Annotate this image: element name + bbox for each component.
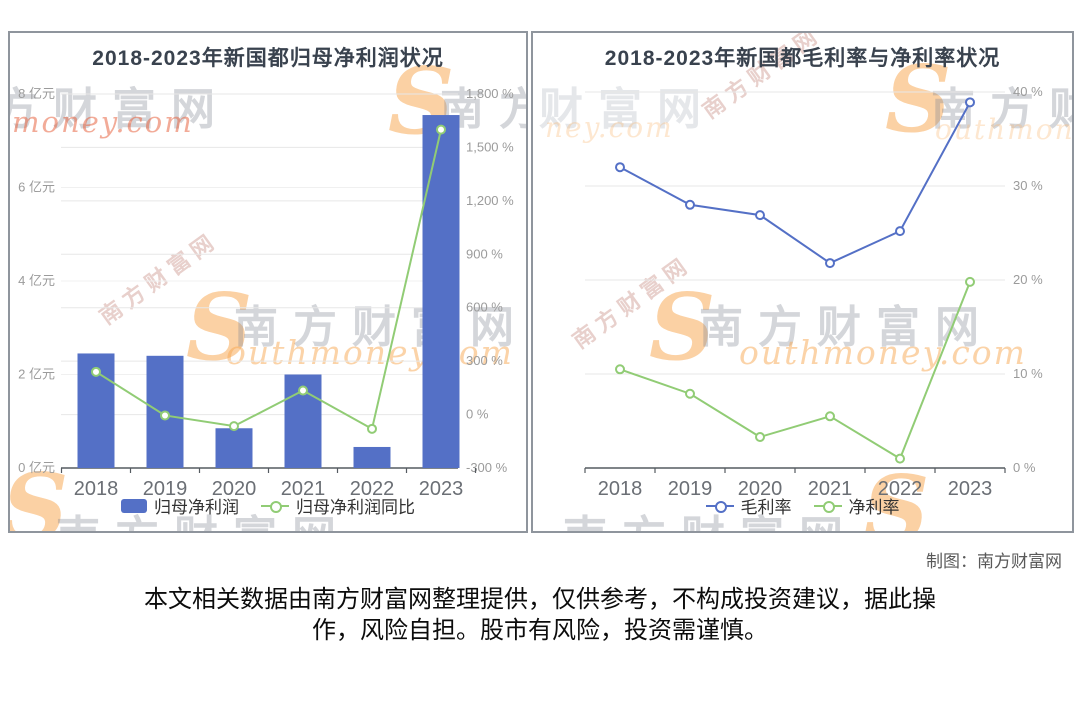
y-axis-right-label: 300 %: [466, 353, 503, 368]
y-axis-right-label: 1,800 %: [466, 86, 514, 101]
data-point-marker: [615, 364, 625, 375]
data-point-marker: [965, 276, 975, 287]
y-axis-right-label: 1,200 %: [466, 193, 514, 208]
legend-label: 毛利率: [740, 498, 792, 517]
x-axis-label: 2021: [808, 478, 853, 500]
legend: 毛利率 净利率: [533, 493, 1072, 518]
y-axis-right-label: 1,500 %: [466, 139, 514, 154]
data-point-marker: [436, 124, 446, 135]
data-point-marker: [685, 199, 695, 210]
y-axis-right-label: 900 %: [466, 246, 503, 261]
disclaimer-line-1: 本文相关数据由南方财富网整理提供，仅供参考，不构成投资建议，据此操: [144, 586, 936, 613]
x-axis-label: 2019: [143, 478, 188, 500]
line-swatch: [705, 499, 734, 513]
x-axis-label: 2020: [738, 478, 783, 500]
y-axis-right-label: 0 %: [1013, 460, 1036, 475]
bar-swatch: [121, 498, 147, 513]
y-axis-right-label: 30 %: [1013, 178, 1043, 193]
data-point-marker: [965, 97, 975, 108]
data-point-marker: [895, 226, 905, 237]
data-point-marker: [825, 258, 835, 269]
data-point-marker: [895, 453, 905, 464]
legend-label: 净利率: [848, 498, 900, 517]
chart-title: 2018-2023年新国都毛利率与净利率状况: [604, 47, 1001, 70]
legend-item-net-margin: 净利率: [813, 493, 900, 518]
data-point-marker: [367, 423, 377, 434]
x-axis-label: 2022: [878, 478, 923, 500]
data-point-marker: [160, 410, 170, 421]
line-swatch: [261, 499, 289, 513]
data-point-marker: [91, 366, 101, 377]
line-swatch: [813, 499, 842, 513]
bar: [215, 428, 253, 468]
legend: 归母净利润 归母净利润同比: [10, 493, 526, 518]
x-axis-label: 2020: [212, 478, 257, 500]
disclaimer-line-2: 作，风险自担。股市有风险，投资需谨慎。: [312, 617, 768, 644]
x-axis-label: 2021: [281, 478, 326, 500]
x-axis-label: 2018: [74, 478, 119, 500]
series-line: [95, 129, 442, 431]
x-axis-label: 2023: [419, 478, 464, 500]
y-axis-left-label: 4 亿元: [18, 273, 55, 288]
y-axis-left-label: 8 亿元: [18, 86, 55, 101]
y-axis-right-label: 10 %: [1013, 366, 1043, 381]
y-axis-right-label: 600 %: [466, 300, 503, 315]
y-axis-right-label: 0 %: [466, 407, 489, 422]
data-point-marker: [229, 421, 239, 432]
series-line: [619, 281, 971, 461]
margin-chart-canvas: 40 % 30 % 20 % 10 % 0 % 2018 2019 2020 2021 2022 2…: [584, 84, 1043, 500]
data-point-marker: [755, 210, 765, 221]
disclaimer: 本文相关数据由南方财富网整理提供，仅供参考，不构成投资建议，据此操 作，风险自担…: [0, 584, 1080, 646]
y-axis-left-label: 6 亿元: [18, 180, 55, 195]
y-axis-left-label: 0 亿元: [18, 460, 55, 475]
x-axis-label: 2023: [948, 478, 993, 500]
legend-label: 归母净利润同比: [296, 498, 415, 517]
margin-chart-card: 财富网 ney.com 南方财富网 S 南方财富网 outhmoney.com …: [531, 31, 1074, 533]
series-line: [619, 101, 971, 265]
net-profit-chart-card: 方财富网 money.com S 南方 南方财富网 S 南方财富网 outhmo…: [8, 31, 528, 533]
credit-line: 制图：南方财富网: [926, 552, 1062, 571]
data-point-marker: [685, 388, 695, 399]
legend-label: 归母净利润: [154, 498, 239, 517]
data-point-marker: [298, 385, 308, 396]
y-axis-left-label: 2 亿元: [18, 367, 55, 382]
legend-item-net-profit: 归母净利润: [121, 493, 239, 518]
y-axis-right-label: 20 %: [1013, 272, 1043, 287]
net-profit-chart-canvas: 8 亿元 6 亿元 4 亿元 2 亿元 0 亿元 1,800 % 1,500 % 1,200 …: [18, 86, 514, 500]
bar: [353, 446, 391, 468]
legend-item-gross-margin: 毛利率: [705, 493, 792, 518]
legend-item-yoy: 归母净利润同比: [261, 493, 415, 518]
data-point-marker: [615, 162, 625, 173]
bar: [422, 115, 460, 468]
data-point-marker: [755, 431, 765, 442]
x-axis-label: 2018: [598, 478, 643, 500]
x-axis-label: 2019: [668, 478, 713, 500]
chart-title: 2018-2023年新国都归母净利润状况: [92, 47, 444, 70]
y-axis-right-label: 40 %: [1013, 84, 1043, 99]
data-point-marker: [825, 411, 835, 422]
y-axis-right-label: -300 %: [466, 460, 508, 475]
x-axis-label: 2022: [350, 478, 395, 500]
